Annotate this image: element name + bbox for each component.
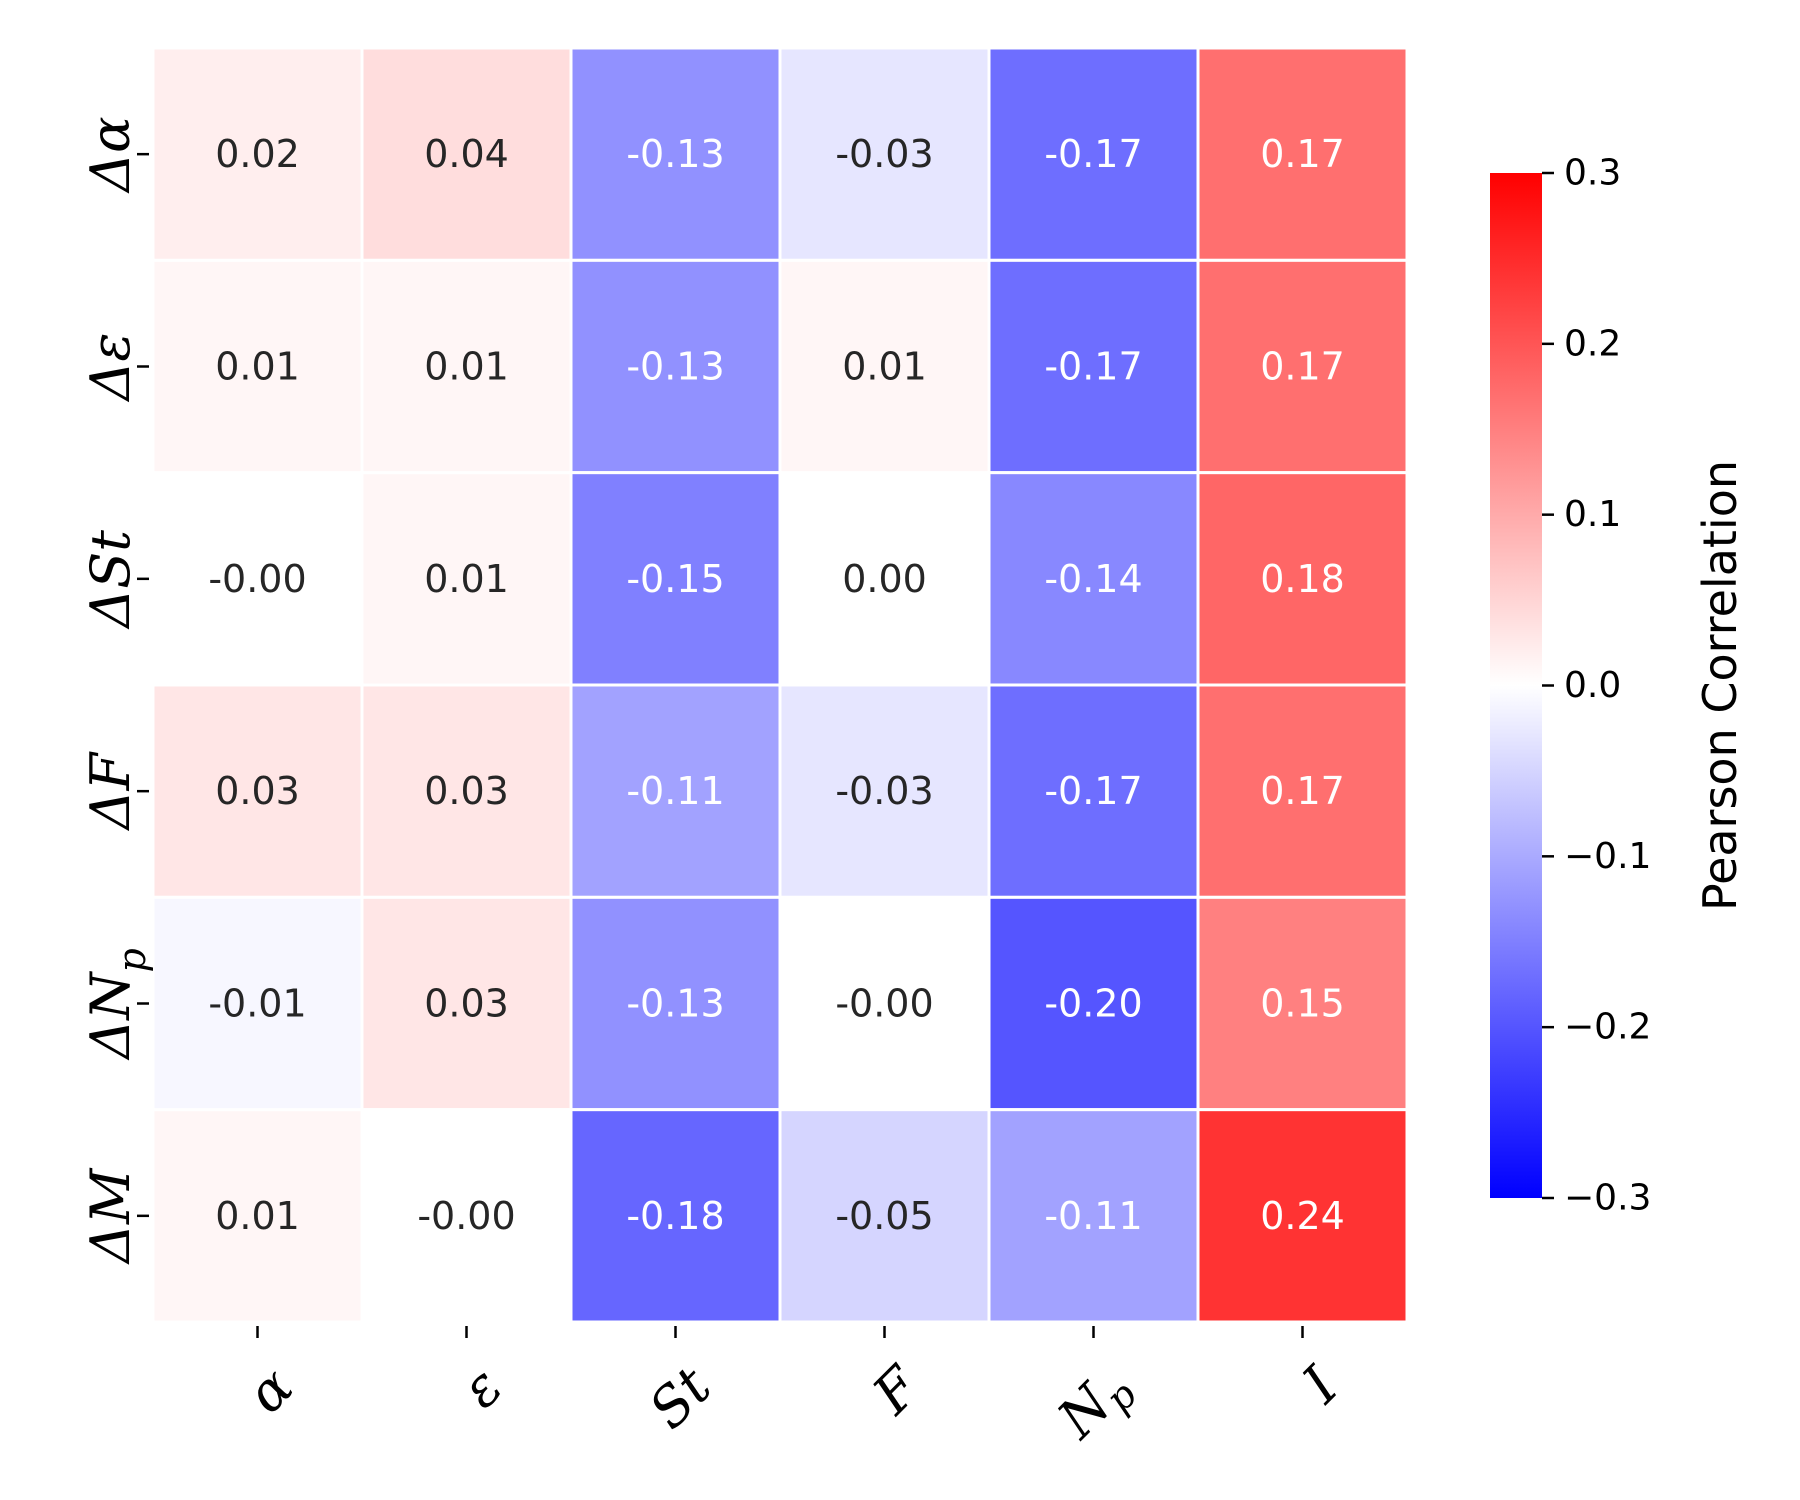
cell-value-label: -0.11 bbox=[626, 769, 724, 813]
heatmap-cell bbox=[151, 895, 364, 1112]
column-tick-label: St bbox=[637, 1355, 723, 1441]
cell-value-label: -0.13 bbox=[626, 982, 724, 1026]
cell-value-label: 0.03 bbox=[215, 769, 300, 813]
heatmap-cell bbox=[778, 471, 991, 687]
cell-value-label: -0.13 bbox=[626, 345, 724, 389]
colorbar: 0.3 0.2 0.1 0.0 −0.1 −0.2 −0.3 Pearson Correlat… bbox=[1490, 153, 1747, 1219]
heatmap-cell bbox=[1196, 471, 1409, 687]
heatmap-cell bbox=[569, 683, 782, 899]
cell-value-label: 0.24 bbox=[1260, 1194, 1345, 1238]
cell-value-label: -0.05 bbox=[835, 1194, 933, 1238]
cell-value-label: 0.17 bbox=[1260, 769, 1345, 813]
cell-value-label: -0.17 bbox=[1044, 132, 1142, 176]
column-tick-label: α bbox=[235, 1355, 305, 1425]
cell-value-label: 0.02 bbox=[215, 132, 300, 176]
cell-value-label: 0.17 bbox=[1260, 345, 1345, 389]
heatmap-cell bbox=[987, 1108, 1200, 1324]
cell-value-label: -0.03 bbox=[835, 769, 933, 813]
cell-value-label: 0.01 bbox=[424, 557, 509, 601]
column-tick-label: Np bbox=[1044, 1355, 1145, 1456]
cell-value-label: 0.15 bbox=[1260, 982, 1345, 1026]
column-tick-label: F bbox=[860, 1353, 934, 1427]
cell-value-label: -0.17 bbox=[1044, 345, 1142, 389]
heatmap-cell bbox=[569, 46, 782, 262]
heatmap-cell bbox=[987, 895, 1200, 1112]
cell-value-label: 0.03 bbox=[424, 769, 509, 813]
cell-value-label: -0.00 bbox=[835, 982, 933, 1026]
row-tick-label: ΔNp bbox=[79, 948, 155, 1061]
cell-value-label: -0.01 bbox=[208, 982, 306, 1026]
cell-value-label: -0.03 bbox=[835, 132, 933, 176]
cell-value-label: -0.00 bbox=[208, 557, 306, 601]
heatmap-cell bbox=[778, 258, 991, 475]
cell-value-label: -0.13 bbox=[626, 132, 724, 176]
heatmap-cell bbox=[569, 895, 782, 1112]
colorbar-tick-label: 0.3 bbox=[1564, 153, 1621, 194]
heatmap-cell bbox=[778, 1108, 991, 1324]
cell-value-label: 0.01 bbox=[215, 1194, 300, 1238]
heatmap-cell bbox=[1196, 46, 1409, 262]
row-tick-label: ΔM bbox=[79, 1167, 142, 1265]
row-tick-label: ΔF bbox=[79, 750, 142, 831]
cell-value-label: 0.17 bbox=[1260, 132, 1345, 176]
heatmap-cell bbox=[151, 46, 364, 262]
heatmap-cell bbox=[1196, 895, 1409, 1112]
cell-value-label: -0.00 bbox=[417, 1194, 515, 1238]
cell-value-label: -0.15 bbox=[626, 557, 724, 601]
row-tick-label: Δα bbox=[79, 116, 142, 193]
heatmap-cell bbox=[360, 46, 573, 262]
heatmap-cell bbox=[151, 683, 364, 899]
row-axis: Δα Δε ΔSt ΔF ΔNp ΔM bbox=[79, 116, 155, 1265]
heatmap-cell bbox=[778, 895, 991, 1112]
heatmap-cells: 0.02 0.04 -0.13 -0.03 -0.17 0.17 0.01 0.01 -0.13… bbox=[151, 46, 1409, 1324]
column-axis: α ε St F Np I bbox=[235, 1326, 1352, 1456]
cell-value-label: 0.01 bbox=[842, 345, 927, 389]
colorbar-tick-label: −0.2 bbox=[1564, 1007, 1651, 1048]
cell-value-label: 0.01 bbox=[424, 345, 509, 389]
cell-value-label: 0.04 bbox=[424, 132, 509, 176]
cell-value-label: -0.11 bbox=[1044, 1194, 1142, 1238]
heatmap-cell bbox=[360, 683, 573, 899]
cell-value-label: -0.20 bbox=[1044, 982, 1142, 1026]
heatmap-cell bbox=[778, 683, 991, 899]
heatmap-cell bbox=[987, 471, 1200, 687]
cell-value-label: 0.00 bbox=[842, 557, 927, 601]
cell-value-label: -0.14 bbox=[1044, 557, 1142, 601]
heatmap-cell bbox=[360, 258, 573, 475]
colorbar-label: Pearson Correlation bbox=[1693, 460, 1747, 911]
colorbar-tick-label: 0.0 bbox=[1564, 665, 1621, 706]
heatmap-cell bbox=[987, 683, 1200, 899]
heatmap-cell bbox=[1196, 258, 1409, 475]
cell-value-label: -0.17 bbox=[1044, 769, 1142, 813]
colorbar-tick-label: 0.2 bbox=[1564, 323, 1621, 364]
heatmap-cell bbox=[151, 1108, 364, 1324]
colorbar-tick-label: −0.1 bbox=[1564, 836, 1651, 877]
heatmap-cell bbox=[1196, 1108, 1409, 1324]
column-tick-label: ε bbox=[449, 1355, 514, 1420]
colorbar-gradient bbox=[1490, 173, 1542, 1198]
cell-value-label: 0.03 bbox=[424, 982, 509, 1026]
column-tick-label: I bbox=[1290, 1354, 1352, 1416]
cell-value-label: 0.18 bbox=[1260, 557, 1345, 601]
cell-value-label: -0.18 bbox=[626, 1194, 724, 1238]
row-tick-label: Δε bbox=[79, 333, 142, 403]
heatmap-cell bbox=[778, 46, 991, 262]
row-tick-label: ΔSt bbox=[79, 530, 142, 630]
colorbar-tick-label: 0.1 bbox=[1564, 494, 1621, 535]
colorbar-tick-label: −0.3 bbox=[1564, 1178, 1651, 1219]
heatmap-cell bbox=[360, 471, 573, 687]
cell-value-label: 0.01 bbox=[215, 345, 300, 389]
heatmap-cell bbox=[1196, 683, 1409, 899]
